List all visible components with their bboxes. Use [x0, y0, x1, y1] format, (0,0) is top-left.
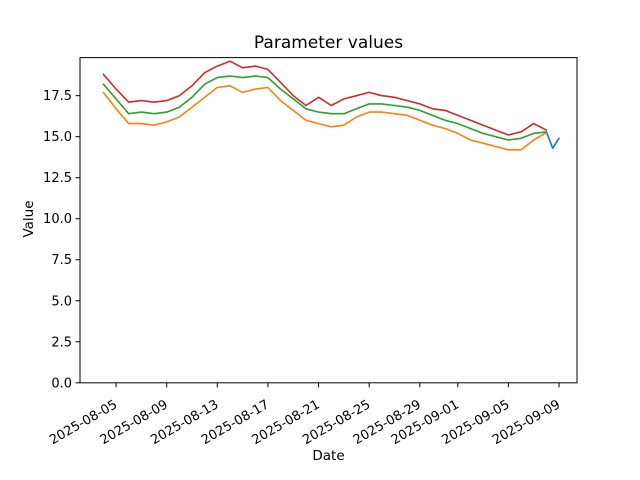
- y-tick-label: 12.5: [43, 171, 72, 186]
- chart-title: Parameter values: [253, 33, 404, 53]
- y-tick-label: 0.0: [51, 376, 72, 391]
- y-tick-label: 7.5: [51, 253, 72, 268]
- y-tick-label: 5.0: [51, 294, 72, 309]
- y-tick-label: 10.0: [43, 212, 72, 227]
- series-orange-line: [102, 85, 548, 151]
- series-red-line: [102, 60, 548, 136]
- axes-frame: [79, 57, 578, 384]
- x-axis-label: Date: [312, 448, 345, 464]
- y-tick-label: 2.5: [51, 335, 72, 350]
- y-axis-label: Value: [21, 200, 37, 238]
- y-tick-label: 15.0: [43, 130, 72, 145]
- y-tick-label: 17.5: [43, 89, 72, 104]
- series-blue-line: [545, 131, 560, 149]
- series-green-line: [102, 75, 548, 141]
